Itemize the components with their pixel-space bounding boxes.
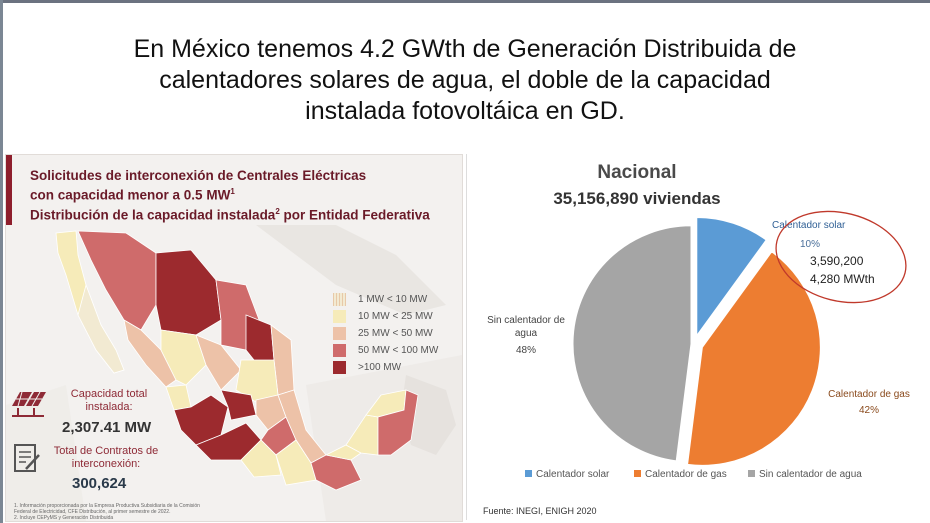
pie-slice-solar bbox=[696, 216, 767, 337]
map-legend-label: >100 MW bbox=[358, 362, 402, 373]
map-title-line-2: con capacidad menor a 0.5 MW1 bbox=[30, 184, 460, 204]
map-title-line-3-b: por Entidad Federativa bbox=[279, 207, 430, 222]
map-legend-item: 50 MW < 100 MW bbox=[333, 344, 453, 357]
state-jalisco bbox=[173, 394, 229, 446]
solar-panel-icon bbox=[12, 391, 46, 417]
label-sin-line-1: Sin calentador de bbox=[487, 315, 565, 326]
state-guerrero bbox=[240, 439, 282, 478]
state-nuevo-leon bbox=[245, 314, 275, 366]
chart-title: Nacional bbox=[597, 162, 677, 183]
map-legend-swatch bbox=[333, 344, 346, 357]
annotation-households: 3,590,200 bbox=[810, 254, 864, 268]
map-legend-label: 1 MW < 10 MW bbox=[358, 294, 428, 305]
map-legend-item: 1 MW < 10 MW bbox=[333, 293, 453, 306]
pie-slice-gas bbox=[687, 251, 821, 466]
map-legend-label: 25 MW < 50 MW bbox=[358, 328, 433, 339]
map-footnotes: 1. Información proporcionada por la Empr… bbox=[14, 503, 314, 521]
label-gas-name: Calentador de gas bbox=[828, 389, 910, 400]
state-sinaloa bbox=[123, 319, 177, 388]
stats-block: Capacidad total instalada: 2,307.41 MW T… bbox=[6, 381, 166, 521]
map-panel: Solicitudes de interconexión de Centrale… bbox=[5, 154, 463, 522]
map-title-superscript-1: 1 bbox=[230, 187, 235, 196]
highlight-circle bbox=[775, 210, 907, 304]
map-legend-label: 10 MW < 25 MW bbox=[358, 311, 433, 322]
map-legend-item: 25 MW < 50 MW bbox=[333, 327, 453, 340]
usa-landmass bbox=[256, 225, 446, 315]
contracts-value: 300,624 bbox=[72, 475, 127, 492]
chart-source: Fuente: INEGI, ENIGH 2020 bbox=[483, 506, 597, 516]
label-sin-line-2: agua bbox=[515, 328, 538, 339]
legend-label-solar: Calentador solar bbox=[536, 469, 610, 480]
map-legend-swatch bbox=[333, 310, 346, 323]
label-solar-pct: 10% bbox=[800, 239, 820, 250]
map-title-superscript-2: 2 bbox=[275, 206, 280, 216]
headline-line-3: instalada fotovoltáica en GD. bbox=[305, 97, 625, 125]
label-sin-pct: 48% bbox=[516, 345, 536, 356]
chart-legend: Calentador solar Calentador de gas Sin c… bbox=[525, 469, 862, 480]
map-legend-item: >100 MW bbox=[333, 361, 453, 374]
map-legend-item: 10 MW < 25 MW bbox=[333, 310, 453, 323]
map-legend-swatch bbox=[333, 293, 346, 306]
map-legend-swatch bbox=[333, 361, 346, 374]
title-accent-bar bbox=[6, 155, 12, 225]
pie-panel: Nacional 35,156,890 viviendas Calentador… bbox=[466, 154, 926, 520]
capacity-label: Capacidad total instalada: bbox=[70, 388, 148, 413]
label-solar-name: Calentador solar bbox=[772, 220, 846, 231]
map-title-line-3-a: Distribución de la capacidad instalada bbox=[30, 207, 276, 222]
footnote-line-2: Federal de Electricidad, CFE Distribució… bbox=[14, 509, 171, 515]
contract-document-icon bbox=[14, 444, 40, 472]
map-title-line-2-text: con capacidad menor a 0.5 MW bbox=[30, 187, 231, 203]
legend-swatch-solar bbox=[525, 470, 532, 477]
top-border bbox=[0, 0, 930, 3]
capacity-value: 2,307.41 MW bbox=[62, 419, 152, 436]
pie-slice-sin-calentador bbox=[572, 225, 692, 462]
pie-slices bbox=[572, 216, 821, 466]
footnote-line-3: 2. Incluye CEPyMS y Generación Distribui… bbox=[14, 515, 114, 521]
chart-subtitle: 35,156,890 viviendas bbox=[553, 189, 721, 208]
label-gas-pct: 42% bbox=[859, 405, 879, 416]
map-title: Solicitudes de interconexión de Centrale… bbox=[30, 168, 460, 223]
legend-label-gas: Calentador de gas bbox=[645, 469, 727, 480]
map-legend-swatch bbox=[333, 327, 346, 340]
slide-headline: En México tenemos 4.2 GWth de Generación… bbox=[60, 34, 870, 127]
footnote-line-1: 1. Información proporcionada por la Empr… bbox=[14, 503, 200, 509]
map-legend-label: 50 MW < 100 MW bbox=[358, 345, 439, 356]
state-zacatecas bbox=[195, 334, 242, 391]
contracts-label: Total de Contratos de interconexión: bbox=[53, 445, 159, 470]
pie-chart: Calentador solar 10% 3,590,200 4,280 MWt… bbox=[487, 210, 910, 480]
legend-swatch-gas bbox=[634, 470, 641, 477]
state-quintana-roo bbox=[377, 389, 419, 456]
state-baja-california-sur bbox=[77, 283, 125, 374]
annotation-capacity: 4,280 MWth bbox=[810, 272, 875, 286]
state-chihuahua bbox=[155, 249, 222, 336]
state-nayarit bbox=[165, 384, 192, 411]
state-guanajuato bbox=[220, 389, 257, 421]
map-title-line-3: Distribución de la capacidad instalada2 … bbox=[30, 204, 460, 224]
map-title-line-1: Solicitudes de interconexión de Centrale… bbox=[30, 168, 367, 183]
mexico-map bbox=[6, 225, 462, 521]
headline-line-2: calentadores solares de agua, el doble d… bbox=[159, 66, 771, 94]
legend-swatch-sin bbox=[748, 470, 755, 477]
left-border bbox=[0, 0, 3, 523]
headline-line-1: En México tenemos 4.2 GWth de Generación… bbox=[133, 35, 797, 63]
legend-label-sin: Sin calentador de agua bbox=[759, 469, 862, 480]
